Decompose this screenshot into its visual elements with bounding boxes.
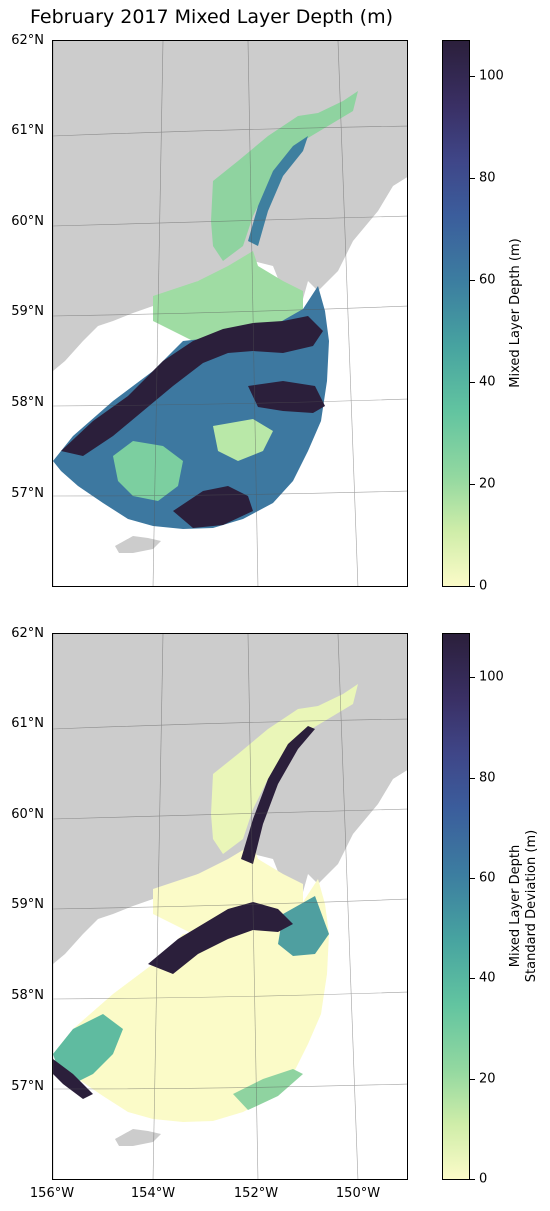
- inlet-upper: [211, 91, 358, 261]
- inlet-channel: [248, 136, 308, 246]
- colorbar-tick: [470, 76, 475, 77]
- deep-channel: [61, 316, 323, 456]
- southern-arc-field: [53, 879, 329, 1122]
- colorbar-tick: [470, 280, 475, 281]
- colorbar-tick: [470, 484, 475, 485]
- deep-channel: [148, 902, 293, 974]
- colorbar-tick-label: 20: [479, 1071, 496, 1087]
- colorbar-tick-label: 80: [479, 170, 496, 186]
- bay-light: [113, 441, 183, 501]
- lat-label-58n: 58°N: [11, 988, 44, 1003]
- colorbar-tick: [470, 586, 475, 587]
- lat-label-60n: 60°N: [11, 214, 44, 229]
- south-deep-patch: [173, 486, 253, 528]
- colorbar-mixed-layer-depth: [442, 40, 470, 587]
- colorbar-tick-label: 100: [479, 68, 504, 84]
- map-canvas: [53, 634, 407, 1179]
- colorbar-tick: [470, 978, 475, 979]
- small-islands: [115, 536, 161, 553]
- small-islands: [115, 1129, 161, 1146]
- inlet-upper: [211, 684, 358, 854]
- east-deep-patch: [248, 381, 325, 413]
- colorbar-tick: [470, 1079, 475, 1080]
- colorbar-tick: [470, 778, 475, 779]
- colorbar-label: Mixed Layer Depth (m): [508, 238, 523, 388]
- map-panel-mixed-layer-depth-std: [52, 633, 408, 1180]
- lat-label-61n: 61°N: [11, 123, 44, 138]
- lat-label-62n: 62°N: [11, 626, 44, 641]
- colorbar-tick-label: 60: [479, 272, 496, 288]
- lon-label-154w: 154°W: [130, 1186, 176, 1201]
- graticule: [53, 634, 407, 1179]
- lat-label-59n: 59°N: [11, 304, 44, 319]
- lat-label-57n: 57°N: [11, 486, 44, 501]
- colorbar-label-line1: Mixed Layer Depth: [508, 844, 523, 968]
- colorbar-tick-label: 100: [479, 669, 504, 685]
- lat-label-58n: 58°N: [11, 395, 44, 410]
- map-canvas: [53, 41, 407, 586]
- lon-label-156w: 156°W: [29, 1186, 75, 1201]
- colorbar-tick: [470, 878, 475, 879]
- figure-title: February 2017 Mixed Layer Depth (m): [30, 6, 394, 28]
- map-panel-mixed-layer-depth: [52, 40, 408, 587]
- basin-shallow: [153, 251, 303, 341]
- lon-label-152w: 152°W: [233, 1186, 279, 1201]
- colorbar-label-line2: Standard Deviation (m): [524, 829, 539, 983]
- colorbar-tick: [470, 1179, 475, 1180]
- lat-label-59n: 59°N: [11, 897, 44, 912]
- lat-label-60n: 60°N: [11, 807, 44, 822]
- inlet-channel: [241, 726, 315, 864]
- bay-pale: [213, 419, 273, 461]
- lon-label-150w: 150°W: [335, 1186, 381, 1201]
- lat-label-61n: 61°N: [11, 716, 44, 731]
- colorbar-label: Mixed Layer Depth Standard Deviation (m): [508, 830, 540, 982]
- colorbar-tick-label: 60: [479, 870, 496, 886]
- colorbar-tick: [470, 382, 475, 383]
- arc-rim: [233, 1069, 303, 1110]
- colorbar-tick-label: 0: [479, 578, 488, 594]
- shelf-medium: [53, 1014, 123, 1084]
- colorbar-tick-label: 40: [479, 374, 496, 390]
- colorbar-tick-label: 40: [479, 970, 496, 986]
- colorbar-tick: [470, 178, 475, 179]
- colorbar-tick-label: 0: [479, 1171, 488, 1187]
- colorbar-mixed-layer-depth-std: [442, 633, 470, 1180]
- lat-label-57n: 57°N: [11, 1079, 44, 1094]
- east-shelf: [278, 896, 329, 956]
- colorbar-tick-label: 20: [479, 476, 496, 492]
- colorbar-tick: [470, 677, 475, 678]
- colorbar-tick-label: 80: [479, 770, 496, 786]
- graticule: [53, 41, 407, 586]
- lat-label-62n: 62°N: [11, 33, 44, 48]
